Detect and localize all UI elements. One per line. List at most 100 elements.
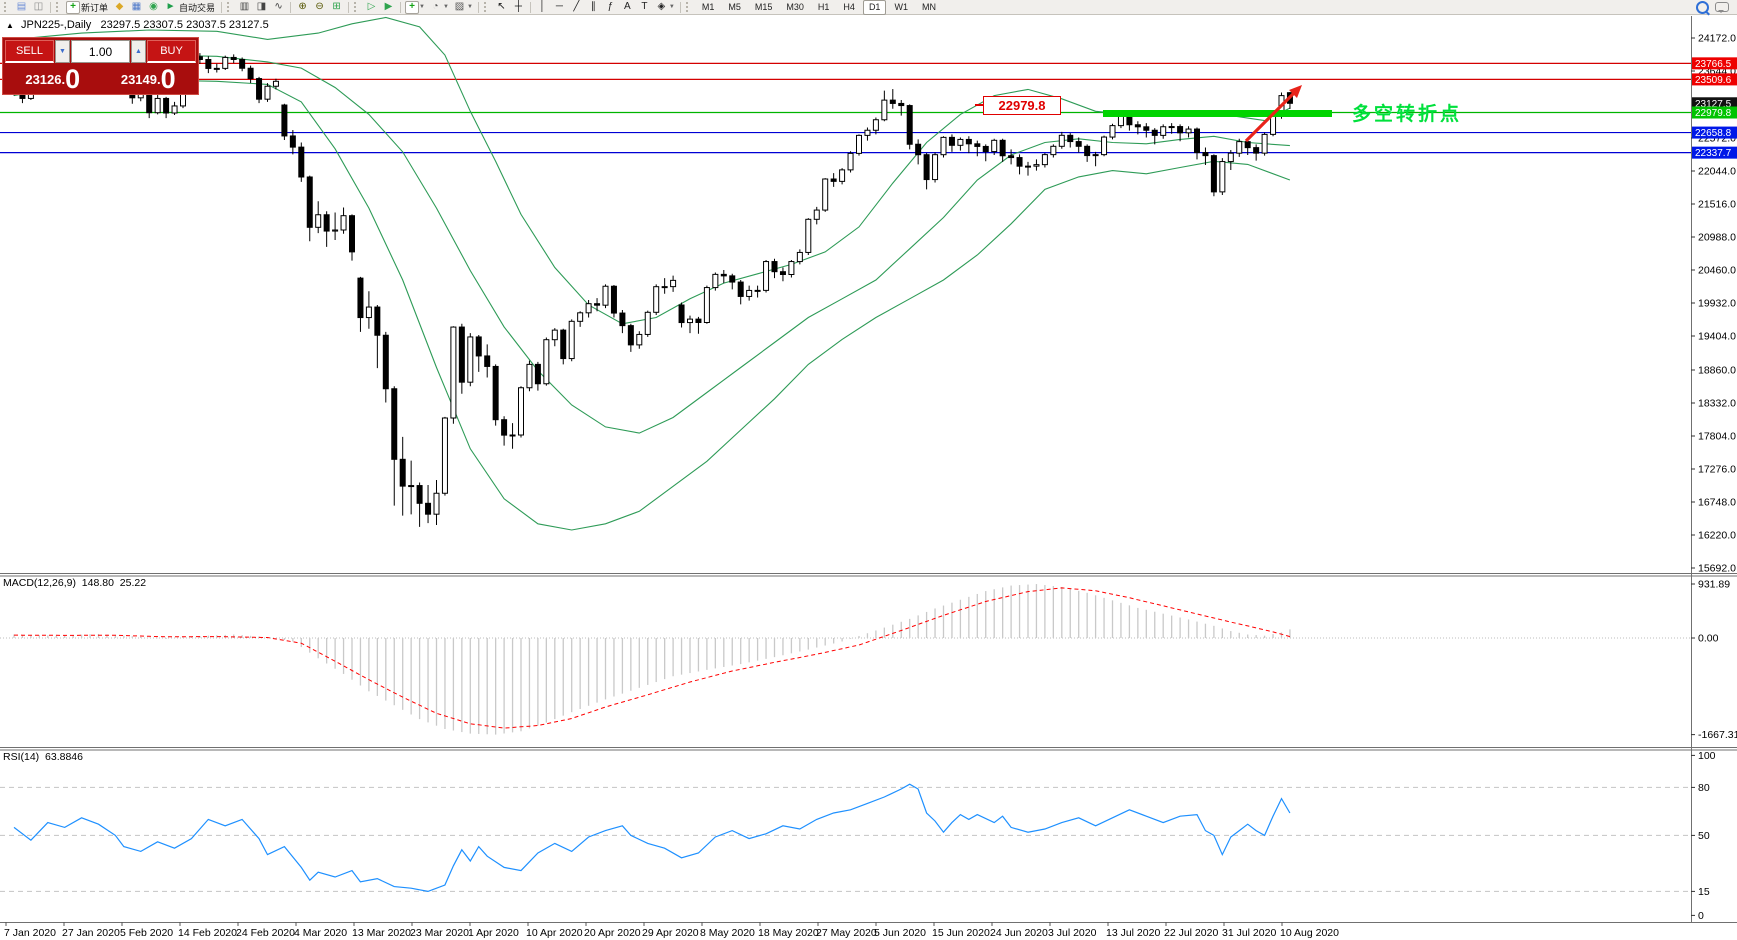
panel-collapse-icon[interactable]: ▲ xyxy=(6,21,14,30)
candles-series[interactable] xyxy=(11,43,1293,527)
bollinger-lower-band xyxy=(13,79,1291,531)
price-tick-label: 19932.0 xyxy=(1698,298,1736,310)
autotrading-icon[interactable]: ► xyxy=(165,0,176,12)
volume-input[interactable]: 1.00 xyxy=(71,40,130,63)
profiles-icon[interactable]: ◫ xyxy=(33,0,44,12)
crosshair-icon[interactable]: ┼ xyxy=(514,0,522,12)
metaeditor-icon[interactable]: ▦ xyxy=(131,0,142,12)
new-order-icon-label[interactable]: 新订单 xyxy=(81,2,109,13)
support-band[interactable] xyxy=(1103,110,1332,117)
toolbar-separator xyxy=(400,1,402,13)
fibonacci-tool-icon[interactable]: ƒ xyxy=(607,0,614,12)
timeframe-h1[interactable]: H1 xyxy=(817,1,830,12)
price-tick-label: 17276.0 xyxy=(1698,464,1736,476)
templates-icon[interactable]: ▨ xyxy=(454,0,465,12)
rsi-axis-label: 100 xyxy=(1698,750,1716,762)
buy-price: 23149. 0 xyxy=(101,63,197,93)
new-order-icon[interactable]: + xyxy=(66,0,80,14)
shapes-tool-icon[interactable]: ◈ xyxy=(657,0,666,12)
sell-price-big: 0 xyxy=(65,64,81,94)
label-tool-icon[interactable]: T xyxy=(641,0,648,12)
chart-window-icon[interactable]: ▤ xyxy=(16,0,27,12)
date-label: 18 May 2020 xyxy=(758,927,819,939)
date-label: 1 Apr 2020 xyxy=(468,927,519,939)
trendline-tool-icon[interactable]: ╱ xyxy=(573,0,580,12)
rsi-value: 63.8846 xyxy=(45,751,83,763)
search-icon[interactable] xyxy=(1696,0,1709,14)
vline-tool-icon[interactable]: │ xyxy=(539,0,546,12)
date-label: 27 May 2020 xyxy=(816,927,877,939)
toolbar-grip xyxy=(685,2,691,12)
sell-button[interactable]: SELL xyxy=(5,40,54,63)
date-label: 5 Jun 2020 xyxy=(874,927,926,939)
chart-shift-icon[interactable]: ▶ xyxy=(384,0,393,12)
autotrading-icon-label[interactable]: 自动交易 xyxy=(179,2,216,13)
macd-value-main: 148.80 xyxy=(81,577,114,589)
timeframe-w1[interactable]: W1 xyxy=(894,1,908,12)
indicators-icon[interactable]: + xyxy=(405,0,420,14)
timeframe-d1[interactable]: D1 xyxy=(862,0,887,15)
rsi-line xyxy=(13,783,1291,893)
timeframe-m30[interactable]: M30 xyxy=(786,1,804,12)
macd-axis-label: 0.00 xyxy=(1698,633,1719,645)
timeframe-m5[interactable]: M5 xyxy=(728,1,741,12)
timeframe-m1[interactable]: M1 xyxy=(701,1,715,12)
price-flag[interactable]: 22979.8 xyxy=(983,96,1061,115)
line-chart-icon[interactable]: ∿ xyxy=(274,0,283,12)
rsi-axis-label: 80 xyxy=(1698,782,1710,794)
date-label: 23 Mar 2020 xyxy=(410,927,469,939)
date-label: 20 Apr 2020 xyxy=(584,927,641,939)
date-label: 10 Apr 2020 xyxy=(526,927,583,939)
timeframe-mn[interactable]: MN xyxy=(921,1,936,12)
toolbar: ▤ ◫ + 新订单 ◆ ▦ ◉ ► 自动交易 ▥ ◨ ∿ ⊕ ⊖ ⊞ ▷ ▶ + ▼ ◔ ▼ ▨ ▼ ↖ ┼ │ ─ ╱ ∥ ƒ A T ◈ ▼ M… xyxy=(0,0,1737,15)
zoom-in-icon[interactable]: ⊕ xyxy=(298,0,307,12)
price-tick-label: 17804.0 xyxy=(1698,431,1736,443)
tile-windows-icon[interactable]: ⊞ xyxy=(332,0,341,12)
volume-decrease-button[interactable]: ▼ xyxy=(55,40,70,63)
cursor-icon[interactable]: ↖ xyxy=(497,0,506,12)
candlestick-chart-icon[interactable]: ◨ xyxy=(256,0,267,12)
one-click-trading-panel: SELL ▼ 1.00 ▲ BUY 23126. 0 23149. 0 xyxy=(2,37,199,95)
rsi-axis-label: 15 xyxy=(1698,886,1710,898)
bar-chart-icon[interactable]: ▥ xyxy=(239,0,250,12)
indicators-icon-dropdown[interactable]: ▼ xyxy=(419,4,425,10)
channel-tool-icon[interactable]: ∥ xyxy=(590,0,596,12)
date-label: 24 Jun 2020 xyxy=(990,927,1048,939)
date-label: 13 Mar 2020 xyxy=(352,927,411,939)
signals-icon[interactable]: ◉ xyxy=(149,0,158,12)
rsi-axis-label: 50 xyxy=(1698,830,1710,842)
toolbar-grip xyxy=(227,2,232,12)
price-tick-label: 16220.0 xyxy=(1698,530,1736,542)
zoom-out-icon[interactable]: ⊖ xyxy=(315,0,324,12)
date-label: 5 Feb 2020 xyxy=(120,927,173,939)
timeframe-h4[interactable]: H4 xyxy=(843,1,855,12)
price-badge: 23509.6 xyxy=(1695,75,1732,86)
trend-arrow[interactable] xyxy=(1244,85,1302,143)
shapes-tool-icon-dropdown[interactable]: ▼ xyxy=(668,4,675,10)
chat-icon[interactable] xyxy=(1715,2,1729,13)
date-label: 29 Apr 2020 xyxy=(642,927,699,939)
date-label: 4 Mar 2020 xyxy=(294,927,347,939)
price-badge: 23766.5 xyxy=(1695,59,1732,70)
turning-point-note[interactable]: 多空转折点 xyxy=(1352,104,1463,125)
toolbox-icon[interactable]: ◆ xyxy=(115,0,124,12)
date-label: 15 Jun 2020 xyxy=(932,927,990,939)
rsi-pane: 100 80 50 15 0 xyxy=(0,750,1716,922)
hline-tool-icon[interactable]: ─ xyxy=(555,0,563,12)
timeframe-m15[interactable]: M15 xyxy=(754,1,773,12)
templates-icon-dropdown[interactable]: ▼ xyxy=(466,4,473,10)
macd-pane: 931.89 0.00 -1667.31 xyxy=(0,579,1737,741)
sell-price: 23126. 0 xyxy=(5,63,101,94)
date-label: 13 Jul 2020 xyxy=(1106,927,1160,939)
periods-icon[interactable]: ◔ xyxy=(432,0,439,12)
sell-price-small: 23126. xyxy=(25,72,66,87)
text-tool-icon[interactable]: A xyxy=(624,0,631,12)
volume-increase-button[interactable]: ▲ xyxy=(131,40,146,63)
auto-scroll-icon[interactable]: ▷ xyxy=(367,0,376,12)
periods-icon-dropdown[interactable]: ▼ xyxy=(442,4,449,10)
date-label: 24 Feb 2020 xyxy=(236,927,295,939)
buy-price-small: 23149. xyxy=(120,72,161,87)
buy-button[interactable]: BUY xyxy=(147,40,196,63)
date-label: 27 Jan 2020 xyxy=(62,927,120,939)
